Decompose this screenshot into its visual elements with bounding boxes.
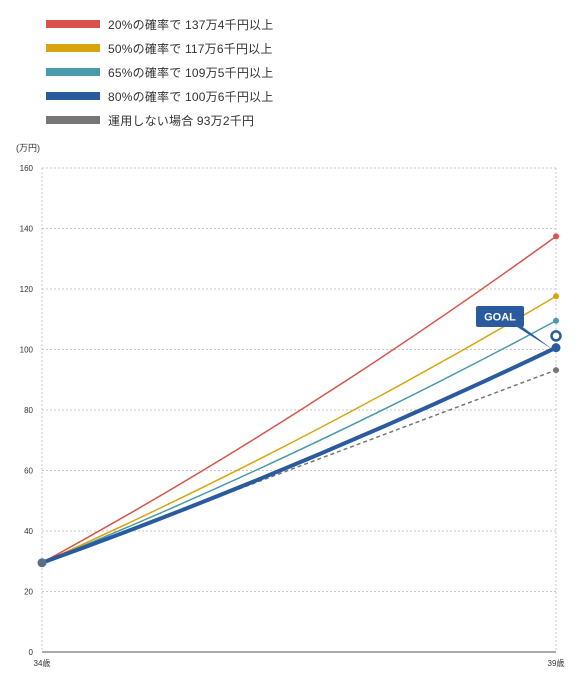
series-end-point (553, 293, 559, 300)
legend-swatch (46, 68, 100, 76)
chart-legend: 20%の確率で 137万4千円以上 50%の確率で 117万6千円以上 65%の確率… (46, 12, 273, 132)
y-tick-label: 20 (24, 588, 33, 597)
series-line (41, 320, 557, 564)
legend-item: 運用しない場合 93万2千円 (46, 108, 273, 132)
goal-marker: GOAL (476, 306, 562, 350)
series-line (41, 345, 557, 565)
series-end-point (553, 233, 559, 240)
x-tick-label: 34歳 (34, 658, 51, 668)
y-tick-label: 100 (20, 346, 34, 355)
legend-item: 80%の確率で 100万6千円以上 (46, 84, 273, 108)
y-axis-unit-label: (万円) (16, 143, 40, 153)
series-line (41, 295, 557, 564)
goal-point (550, 330, 562, 342)
series-lines (37, 233, 561, 568)
legend-item: 50%の確率で 117万6千円以上 (46, 36, 273, 60)
gridlines (41, 167, 557, 653)
series-end-point (553, 317, 559, 324)
x-axis-ticks: 34歳 39歳 (34, 658, 565, 668)
legend-item: 20%の確率で 137万4千円以上 (46, 12, 273, 36)
legend-label: 65%の確率で 109万5千円以上 (108, 65, 274, 80)
series-end-point (553, 367, 559, 374)
series-end-point (551, 343, 561, 353)
goal-callout-pointer (514, 325, 553, 350)
y-tick-label: 0 (29, 648, 34, 657)
y-tick-label: 120 (20, 285, 34, 294)
goal-label: GOAL (484, 312, 516, 324)
legend-swatch (46, 92, 100, 100)
series-start-point (37, 558, 47, 568)
legend-swatch (46, 20, 100, 28)
legend-item: 65%の確率で 109万5千円以上 (46, 60, 273, 84)
legend-label: 20%の確率で 137万4千円以上 (108, 17, 274, 32)
y-axis-ticks: 0 20 40 60 80 100 120 140 160 (20, 164, 34, 657)
legend-swatch (46, 44, 100, 52)
goal-callout-box (476, 306, 524, 327)
series-line (41, 369, 557, 564)
x-tick-label: 39歳 (548, 658, 565, 668)
series-line (41, 235, 557, 564)
legend-label: 運用しない場合 93万2千円 (108, 113, 255, 128)
y-tick-label: 40 (24, 527, 33, 536)
legend-label: 50%の確率で 117万6千円以上 (108, 41, 273, 56)
y-tick-label: 140 (20, 225, 34, 234)
y-tick-label: 60 (24, 467, 33, 476)
y-tick-label: 80 (24, 406, 33, 415)
legend-label: 80%の確率で 100万6千円以上 (108, 89, 274, 104)
y-tick-label: 160 (20, 164, 34, 173)
legend-swatch (46, 116, 100, 124)
